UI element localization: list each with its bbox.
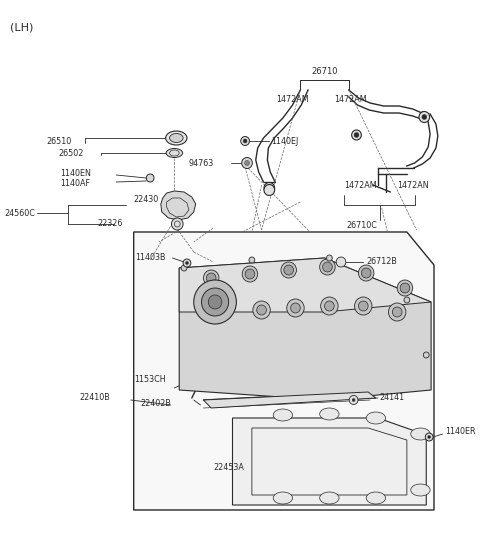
- Ellipse shape: [411, 428, 430, 440]
- Circle shape: [249, 257, 255, 263]
- Text: 1472AM: 1472AM: [334, 96, 367, 104]
- Circle shape: [264, 182, 275, 194]
- Circle shape: [321, 297, 338, 315]
- Circle shape: [400, 283, 410, 293]
- Ellipse shape: [169, 134, 183, 142]
- Text: 1472AM: 1472AM: [344, 181, 376, 189]
- Polygon shape: [161, 191, 196, 220]
- Text: 22453A: 22453A: [213, 463, 244, 472]
- Ellipse shape: [366, 412, 385, 424]
- Circle shape: [397, 280, 413, 296]
- Text: 22430: 22430: [134, 195, 159, 204]
- Circle shape: [146, 174, 154, 182]
- Ellipse shape: [273, 409, 293, 421]
- Text: 24560C: 24560C: [5, 208, 36, 217]
- Text: 26712B: 26712B: [366, 256, 397, 266]
- Circle shape: [352, 130, 361, 140]
- Circle shape: [419, 111, 430, 122]
- Polygon shape: [134, 232, 434, 510]
- Polygon shape: [179, 258, 431, 400]
- Circle shape: [388, 303, 406, 321]
- Ellipse shape: [166, 131, 187, 145]
- Circle shape: [422, 115, 427, 120]
- Ellipse shape: [166, 148, 182, 157]
- Circle shape: [202, 288, 228, 316]
- Circle shape: [428, 436, 431, 439]
- Circle shape: [257, 305, 266, 315]
- Ellipse shape: [273, 492, 293, 504]
- Circle shape: [241, 136, 250, 146]
- Circle shape: [323, 262, 332, 272]
- Circle shape: [284, 265, 294, 275]
- Text: 1140AF: 1140AF: [60, 179, 90, 188]
- Circle shape: [349, 395, 358, 405]
- Polygon shape: [232, 418, 426, 505]
- Text: 1472AM: 1472AM: [276, 96, 309, 104]
- Circle shape: [245, 269, 255, 279]
- Circle shape: [206, 273, 216, 283]
- Circle shape: [336, 257, 346, 267]
- Circle shape: [267, 186, 272, 190]
- Text: 22326: 22326: [97, 220, 122, 228]
- Circle shape: [290, 303, 300, 313]
- Ellipse shape: [411, 484, 430, 496]
- Circle shape: [320, 259, 335, 275]
- Text: 1472AN: 1472AN: [397, 181, 429, 189]
- Circle shape: [208, 295, 222, 309]
- Circle shape: [243, 139, 247, 143]
- Circle shape: [281, 262, 297, 278]
- Polygon shape: [179, 258, 431, 312]
- Text: 26502: 26502: [58, 149, 84, 159]
- Circle shape: [361, 268, 371, 278]
- Text: 24141: 24141: [380, 393, 405, 401]
- Circle shape: [425, 433, 433, 441]
- Circle shape: [423, 352, 429, 358]
- Text: (LH): (LH): [10, 22, 33, 32]
- Circle shape: [326, 255, 332, 261]
- Circle shape: [264, 184, 275, 195]
- Text: 1140EN: 1140EN: [60, 168, 91, 177]
- Circle shape: [355, 297, 372, 315]
- Text: 11403B: 11403B: [136, 254, 166, 262]
- Circle shape: [245, 161, 250, 166]
- Text: 26510: 26510: [47, 136, 72, 146]
- Text: 26710: 26710: [312, 68, 338, 76]
- Circle shape: [359, 265, 374, 281]
- Circle shape: [185, 261, 189, 265]
- Circle shape: [194, 280, 236, 324]
- Text: 1140EJ: 1140EJ: [271, 136, 299, 146]
- Ellipse shape: [366, 492, 385, 504]
- Circle shape: [324, 301, 334, 311]
- Circle shape: [404, 297, 410, 303]
- Circle shape: [392, 307, 402, 317]
- Circle shape: [171, 218, 183, 230]
- Ellipse shape: [320, 492, 339, 504]
- Text: 26710C: 26710C: [347, 221, 378, 229]
- Ellipse shape: [320, 408, 339, 420]
- Circle shape: [287, 299, 304, 317]
- Text: 94763: 94763: [189, 159, 214, 168]
- Text: 22402B: 22402B: [141, 399, 171, 407]
- Circle shape: [242, 266, 258, 282]
- Circle shape: [204, 270, 219, 286]
- Text: 1140ER: 1140ER: [445, 427, 476, 437]
- Circle shape: [242, 157, 252, 168]
- Circle shape: [352, 399, 355, 401]
- Circle shape: [181, 265, 187, 271]
- Text: 1153CH: 1153CH: [134, 375, 165, 385]
- Circle shape: [354, 133, 359, 137]
- Circle shape: [359, 301, 368, 311]
- Polygon shape: [204, 392, 376, 408]
- Circle shape: [253, 301, 270, 319]
- Circle shape: [183, 259, 191, 267]
- Text: 22410B: 22410B: [79, 393, 110, 403]
